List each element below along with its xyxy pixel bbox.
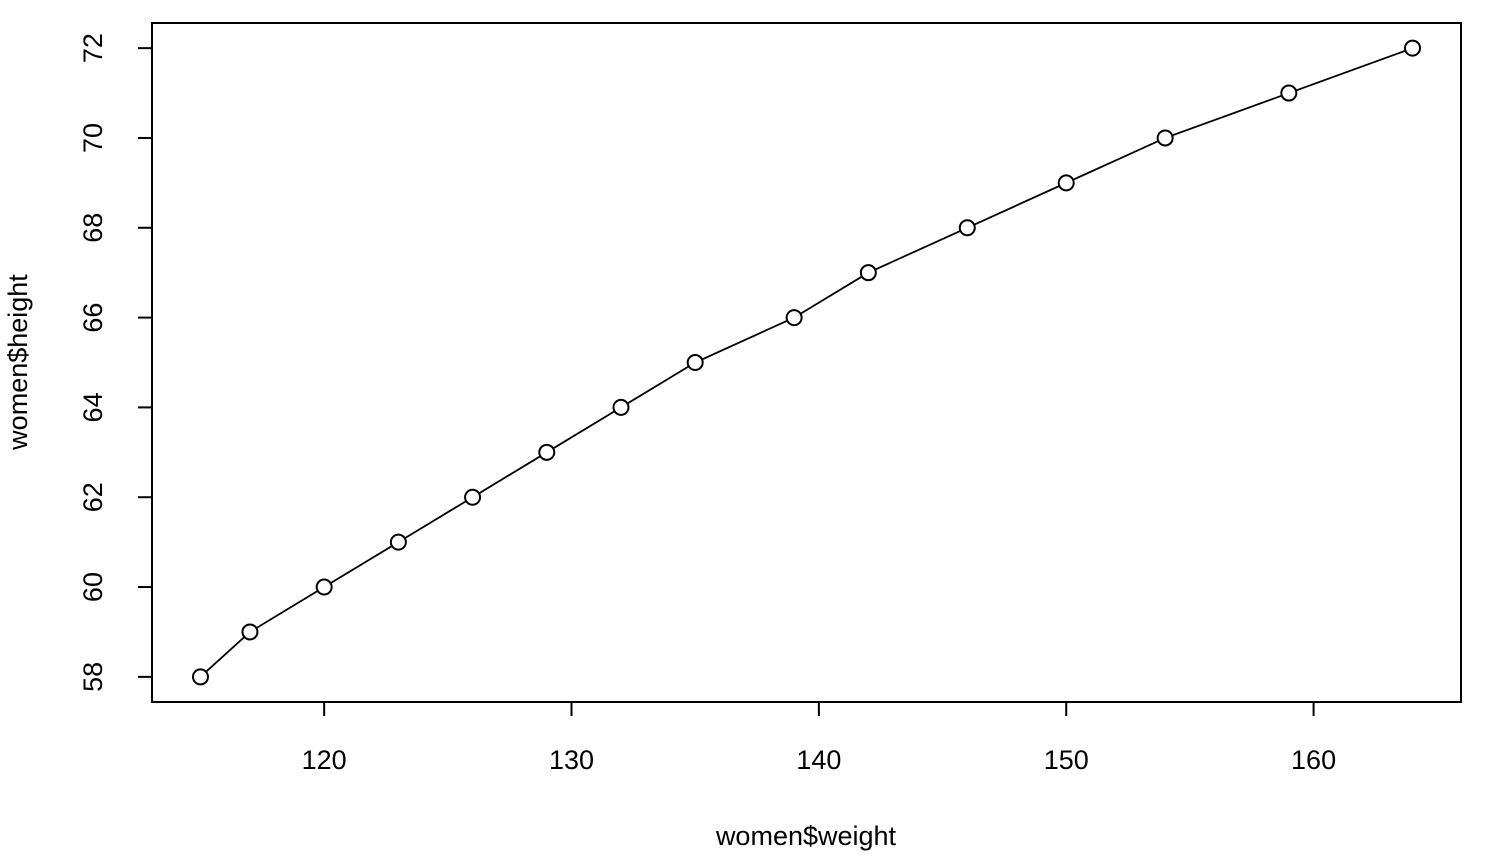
point	[686, 354, 704, 371]
point	[1156, 129, 1174, 147]
y-tick-label: 72	[78, 33, 108, 63]
x-tick-label: 160	[1291, 745, 1336, 775]
y-tick-label: 60	[78, 572, 108, 602]
x-axis-label: women$weight	[715, 821, 897, 851]
line	[199, 47, 1413, 678]
x-tick-label: 120	[302, 745, 347, 775]
point	[538, 443, 556, 461]
y-tick-label: 58	[78, 662, 108, 692]
y-axis-label: women$height	[3, 274, 33, 451]
x-tick-label: 140	[796, 745, 841, 775]
point	[464, 488, 482, 506]
y-tick-label: 62	[78, 482, 108, 512]
point	[191, 668, 209, 686]
y-tick-label: 64	[78, 392, 108, 422]
point	[1280, 84, 1298, 102]
point	[241, 623, 259, 641]
point	[1404, 39, 1422, 57]
x-tick-label: 130	[549, 745, 594, 775]
point	[859, 264, 877, 282]
y-tick-label: 70	[78, 123, 108, 153]
point	[612, 398, 630, 416]
point	[785, 309, 803, 327]
plot-box	[151, 22, 1462, 703]
x-tick-label: 150	[1044, 745, 1089, 775]
point	[958, 219, 976, 237]
point	[1057, 174, 1075, 192]
point	[315, 578, 333, 596]
y-tick-label: 68	[78, 213, 108, 243]
point	[389, 533, 407, 551]
y-tick-label: 66	[78, 303, 108, 333]
